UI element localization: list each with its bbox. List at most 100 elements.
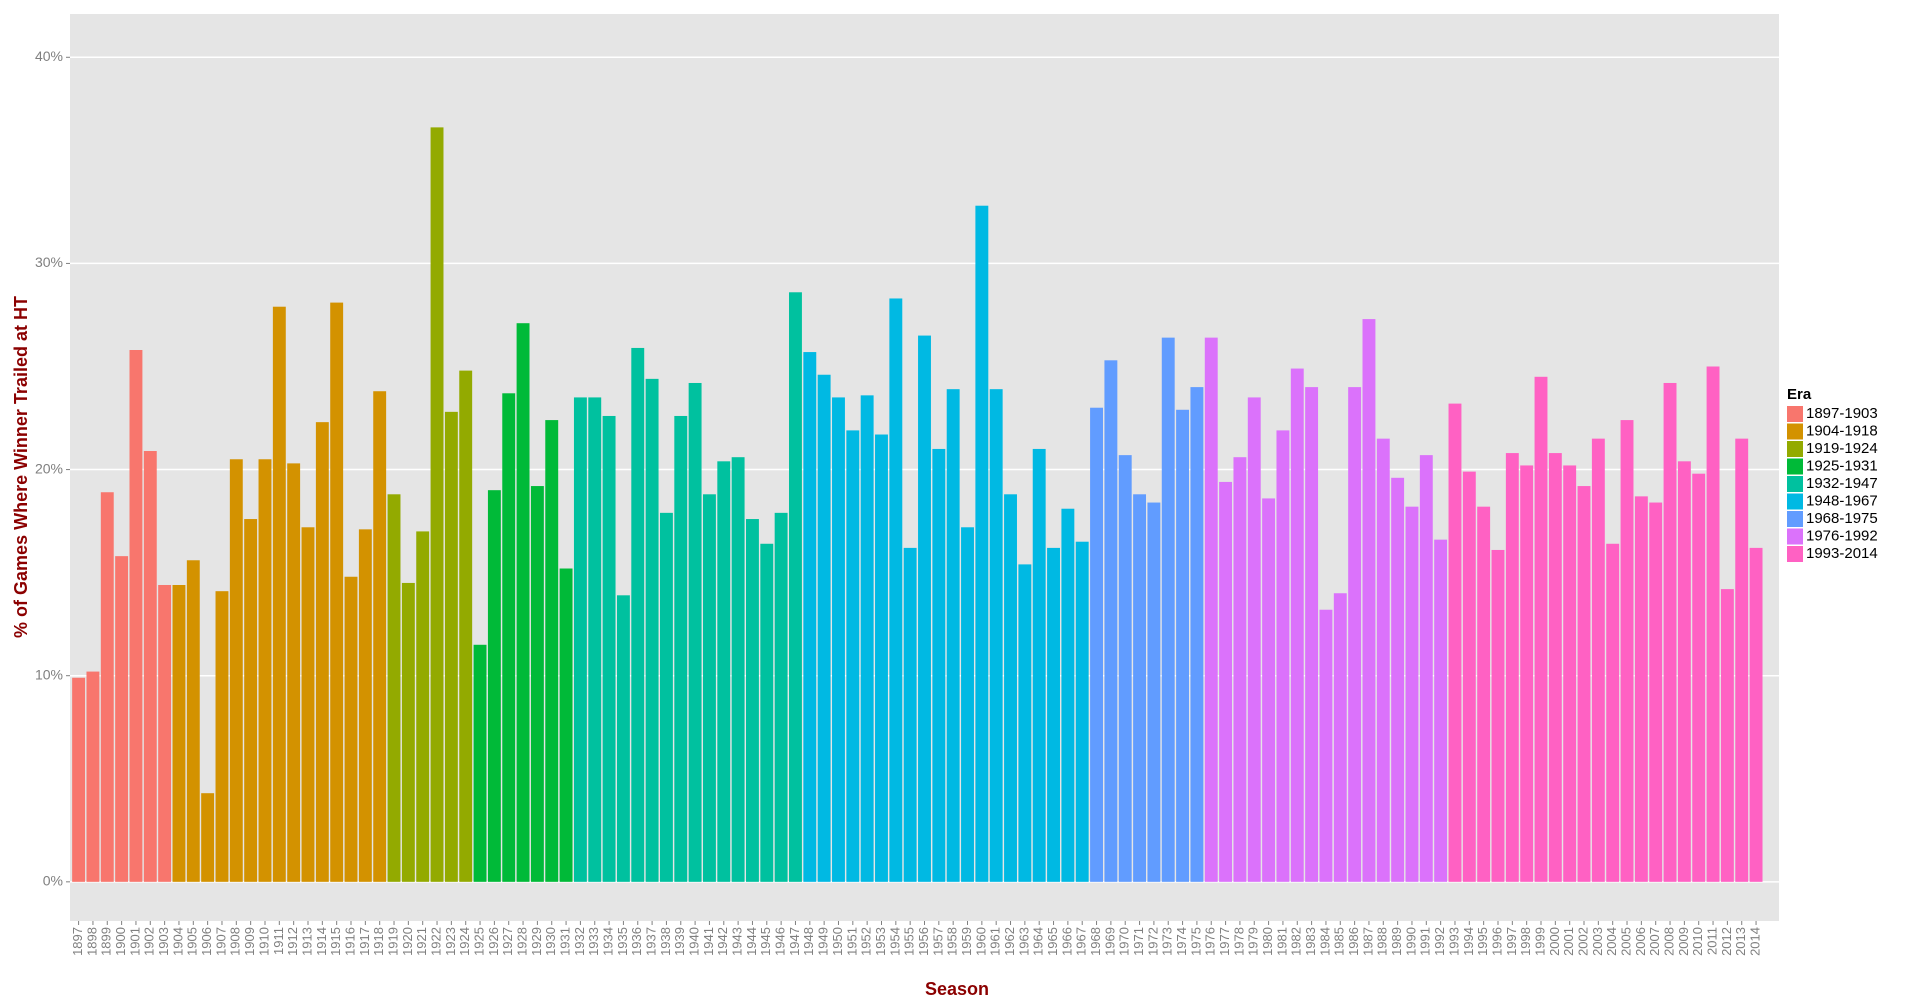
x-tick-label: 1921 <box>414 927 429 956</box>
x-tick-label: 1909 <box>242 927 257 956</box>
bar <box>674 415 688 882</box>
legend-title: Era <box>1787 386 1812 403</box>
bar <box>1233 457 1247 882</box>
x-tick-label: 1947 <box>787 927 802 956</box>
x-tick-label: 1989 <box>1389 927 1404 956</box>
bar <box>1075 541 1089 882</box>
x-tick-label: 1951 <box>844 927 859 956</box>
bar <box>789 292 802 882</box>
x-tick-label: 1955 <box>902 927 917 956</box>
bar <box>401 582 415 882</box>
bar <box>1190 387 1204 882</box>
x-tick-label: 1905 <box>185 927 200 956</box>
x-tick-label: 1935 <box>615 927 630 956</box>
x-tick-label: 1973 <box>1160 927 1175 956</box>
bar <box>1018 564 1032 882</box>
x-tick-label: 1960 <box>973 927 988 956</box>
x-tick-label: 1996 <box>1489 927 1504 956</box>
x-tick-label: 2005 <box>1618 927 1633 956</box>
bar <box>1534 376 1548 882</box>
x-tick-label: 1998 <box>1518 927 1533 956</box>
legend-key <box>1787 528 1803 545</box>
bar <box>416 531 430 882</box>
x-tick-label: 2004 <box>1604 927 1619 956</box>
bar <box>817 374 831 882</box>
bar <box>287 463 301 882</box>
x-tick-label: 1980 <box>1260 927 1275 956</box>
bar <box>860 395 874 882</box>
bar <box>387 494 401 882</box>
x-tick-label: 2010 <box>1690 927 1705 956</box>
x-tick-label: 2011 <box>1704 927 1719 955</box>
legend-key <box>1787 476 1803 492</box>
x-tick-label: 2013 <box>1733 927 1748 956</box>
x-tick-label: 1911 <box>271 927 286 955</box>
bar <box>1735 438 1749 882</box>
x-tick-label: 1915 <box>328 927 343 956</box>
bar <box>100 492 114 882</box>
x-tick-label: 1903 <box>156 927 171 956</box>
legend-label: 1948-1967 <box>1806 492 1878 509</box>
legend-key <box>1787 423 1803 440</box>
x-tick-label: 1993 <box>1446 927 1461 956</box>
x-tick-label: 1984 <box>1317 927 1332 956</box>
bar <box>430 127 444 882</box>
legend-label: 1919-1924 <box>1806 440 1878 457</box>
bar <box>444 411 458 882</box>
x-tick-label: 1953 <box>873 927 888 956</box>
x-tick-label: 1928 <box>514 927 529 956</box>
legend-label: 1976-1992 <box>1806 527 1878 544</box>
x-tick-label: 1962 <box>1002 927 1017 956</box>
x-tick-label: 1912 <box>285 927 300 956</box>
x-tick-label: 1972 <box>1145 927 1160 956</box>
x-tick-label: 1942 <box>715 927 730 956</box>
x-tick-label: 1904 <box>170 927 185 956</box>
bar <box>301 527 315 882</box>
bar <box>1305 387 1319 882</box>
bar <box>631 347 645 882</box>
bar <box>659 512 673 882</box>
x-tick-label: 1939 <box>672 927 687 956</box>
x-tick-label: 1917 <box>357 927 372 956</box>
bar <box>272 306 286 882</box>
bar <box>1247 397 1261 882</box>
bar <box>1706 366 1720 882</box>
x-tick-label: 1997 <box>1504 927 1519 956</box>
x-tick-label: 1937 <box>644 927 659 956</box>
x-tick-label: 1970 <box>1117 927 1132 956</box>
x-tick-label: 1964 <box>1031 927 1046 956</box>
bar <box>702 494 716 882</box>
bar <box>1376 438 1390 882</box>
bar <box>760 543 774 882</box>
bar <box>1047 547 1060 882</box>
bar <box>516 323 530 882</box>
x-tick-label: 1981 <box>1274 927 1289 956</box>
x-tick-label: 1946 <box>773 927 788 956</box>
bar <box>473 644 487 882</box>
x-tick-label: 1965 <box>1045 927 1060 956</box>
bar <box>1405 506 1419 882</box>
bar <box>975 205 989 882</box>
bar <box>1491 549 1505 882</box>
x-tick-label: 1978 <box>1231 927 1246 956</box>
bar <box>502 393 516 882</box>
bar <box>932 448 946 882</box>
legend-key <box>1787 406 1803 422</box>
x-tick-label: 1925 <box>471 927 486 956</box>
x-tick-label: 1934 <box>601 927 616 956</box>
bar <box>588 397 602 882</box>
bar <box>487 490 501 882</box>
legend-label: 1897-1903 <box>1806 405 1878 422</box>
legend-key <box>1787 511 1803 527</box>
bar <box>1749 547 1763 882</box>
bar <box>315 422 329 882</box>
x-tick-label: 1927 <box>500 927 515 956</box>
bar <box>889 298 903 882</box>
x-tick-label: 2006 <box>1633 927 1648 956</box>
x-tick-label: 1933 <box>586 927 601 956</box>
x-tick-label: 1991 <box>1418 927 1433 956</box>
legend-label: 1904-1918 <box>1806 422 1878 439</box>
bar <box>86 671 100 882</box>
x-tick-label: 1977 <box>1217 927 1232 956</box>
x-tick-label: 1918 <box>371 927 386 956</box>
